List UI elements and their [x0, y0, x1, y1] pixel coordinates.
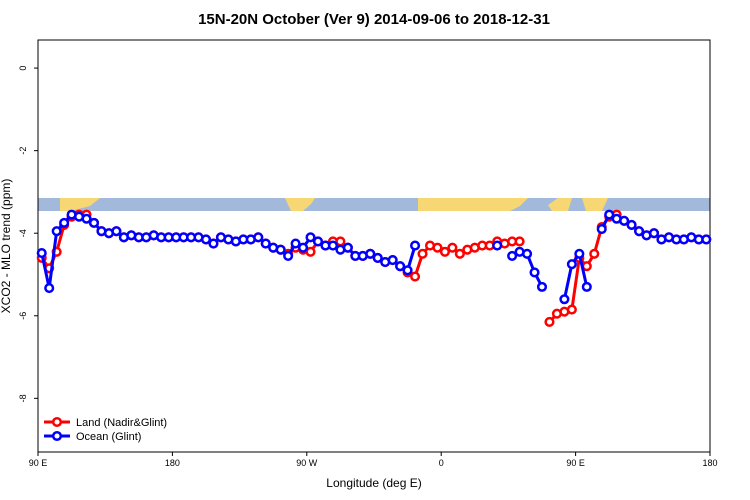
data-point [208, 238, 219, 249]
data-point [387, 254, 398, 266]
data-point [59, 217, 70, 228]
data-point [305, 246, 316, 257]
data-point [111, 226, 122, 237]
legend-marker [51, 416, 63, 428]
data-point [305, 232, 316, 243]
data-point [589, 248, 600, 259]
data-point [507, 250, 518, 261]
legend-label: Ocean (Glint) [76, 431, 141, 443]
data-point [290, 238, 301, 249]
data-point [536, 281, 548, 292]
data-point [275, 244, 286, 255]
data-point [626, 219, 637, 230]
x-tick-label: 90 E [566, 458, 585, 468]
data-point [574, 248, 585, 259]
data-point [648, 228, 660, 239]
data-point [522, 248, 533, 259]
legend-label: Land (Nadir&Glint) [76, 417, 167, 429]
data-point [634, 226, 645, 237]
data-point [410, 271, 421, 282]
y-tick-label: 0 [18, 66, 28, 71]
data-point [200, 234, 212, 245]
x-tick-label: 0 [439, 458, 444, 468]
data-point [372, 252, 383, 264]
data-point [253, 232, 264, 243]
data-point [365, 248, 376, 259]
series-line [40, 212, 707, 323]
data-point [544, 316, 555, 328]
data-point [619, 215, 630, 226]
data-point [44, 283, 55, 294]
data-point [447, 242, 458, 253]
data-point [439, 246, 450, 257]
x-tick-label: 90 W [296, 458, 318, 468]
data-point [529, 267, 540, 278]
data-point [36, 247, 47, 259]
data-point [51, 226, 62, 237]
x-axis-label: Longitude (deg E) [326, 476, 421, 490]
data-point [514, 236, 525, 247]
data-point [566, 259, 577, 270]
data-point [596, 224, 607, 235]
data-point [81, 213, 92, 224]
chart-title: 15N-20N October (Ver 9) 2014-09-06 to 20… [198, 11, 550, 28]
data-point [402, 265, 413, 276]
data-point [417, 248, 428, 259]
legend-marker [51, 430, 63, 442]
x-tick-label: 180 [165, 458, 180, 468]
data-point [260, 238, 271, 249]
y-tick-label: -6 [18, 312, 28, 320]
y-tick-label: -2 [18, 147, 28, 155]
data-point [298, 242, 309, 253]
data-point [342, 242, 353, 253]
data-point [410, 240, 421, 251]
data-point [701, 234, 712, 245]
data-point [566, 304, 577, 315]
y-axis-label: XCO2 - MLO trend (ppm) [0, 179, 13, 314]
data-point [581, 281, 592, 292]
data-point [327, 240, 338, 251]
data-point [312, 236, 324, 247]
data-point [492, 240, 503, 251]
data-point [395, 261, 406, 272]
data-point [88, 217, 100, 228]
y-tick-label: -8 [18, 394, 28, 402]
data-point [559, 294, 570, 305]
plot-frame [37, 39, 711, 453]
map-strip [38, 198, 710, 211]
data-point [604, 209, 615, 220]
x-tick-label: 90 E [29, 458, 48, 468]
data-point [454, 248, 465, 259]
x-tick-label: 180 [702, 458, 717, 468]
y-tick-label: -4 [18, 229, 28, 237]
data-point [432, 242, 443, 253]
data-point [283, 250, 294, 261]
